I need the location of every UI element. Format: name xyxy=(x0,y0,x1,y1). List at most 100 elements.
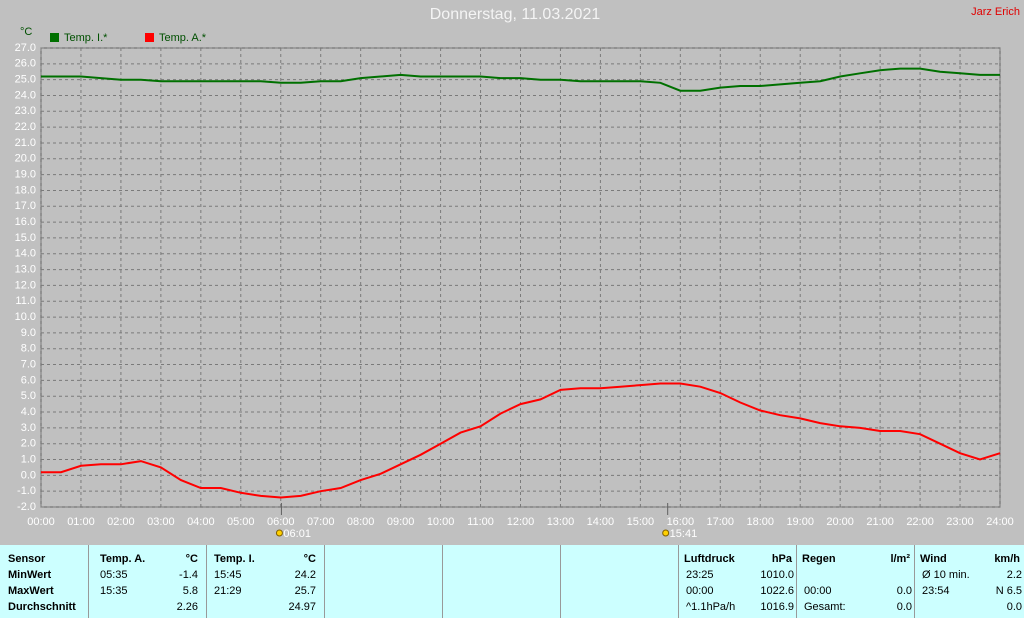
x-tick-label: 14:00 xyxy=(587,516,615,528)
x-tick-label: 15:00 xyxy=(627,516,655,528)
y-tick-label: 19.0 xyxy=(15,169,36,181)
table-cell: ^1.1hPa/h xyxy=(686,601,736,613)
sun-label: 15:41 xyxy=(670,528,698,540)
table-cell: Gesamt: xyxy=(804,601,846,613)
x-tick-label: 12:00 xyxy=(507,516,535,528)
series-line xyxy=(41,67,1000,92)
y-tick-label: 18.0 xyxy=(15,184,36,196)
y-tick-label: 22.0 xyxy=(15,121,36,133)
x-tick-label: 20:00 xyxy=(826,516,854,528)
y-tick-label: 4.0 xyxy=(21,406,36,418)
table-header: Temp. I. xyxy=(214,553,255,565)
y-tick-label: 14.0 xyxy=(15,248,36,260)
column-divider xyxy=(324,545,325,618)
column-divider xyxy=(560,545,561,618)
author: Jarz Erich xyxy=(971,6,1020,18)
table-cell: 15:45 xyxy=(214,569,242,581)
table-cell: 25.7 xyxy=(294,585,316,597)
table-cell: Ø 10 min. xyxy=(922,569,970,581)
x-tick-label: 01:00 xyxy=(67,516,95,528)
x-tick-label: 13:00 xyxy=(547,516,575,528)
y-tick-label: 6.0 xyxy=(21,374,36,386)
column-divider xyxy=(914,545,915,618)
y-tick-label: 20.0 xyxy=(15,153,36,165)
y-tick-label: 10.0 xyxy=(15,311,36,323)
x-tick-label: 17:00 xyxy=(707,516,735,528)
column-divider xyxy=(796,545,797,618)
table-header: Sensor xyxy=(8,553,46,565)
table-header: Wind xyxy=(920,553,947,565)
column-divider xyxy=(442,545,443,618)
legend-label: Temp. A.* xyxy=(159,32,207,44)
table-header: km/h xyxy=(994,553,1020,565)
y-tick-label: -1.0 xyxy=(17,485,36,497)
table-header: Temp. A. xyxy=(100,553,146,565)
table-cell: 15:35 xyxy=(100,585,128,597)
y-tick-label: 9.0 xyxy=(21,327,36,339)
x-tick-label: 19:00 xyxy=(786,516,814,528)
table-cell: 0.0 xyxy=(896,585,912,597)
y-tick-label: 24.0 xyxy=(15,89,36,101)
y-tick-label: 1.0 xyxy=(21,453,36,465)
y-tick-label: 13.0 xyxy=(15,263,36,275)
summary-table: Sensor Temp. A. °C Temp. I. °C MinWert 05:35 -1… xyxy=(0,545,1024,618)
table-cell: 23:25 xyxy=(686,569,714,581)
table-cell: 0.0 xyxy=(1006,601,1022,613)
sun-label: 06:01 xyxy=(283,528,311,540)
table-header: hPa xyxy=(771,553,792,565)
x-tick-label: 11:00 xyxy=(467,516,494,528)
table-cell: -1.4 xyxy=(179,569,198,581)
table-cell: 05:35 xyxy=(100,569,128,581)
table-header: l/m² xyxy=(890,553,910,565)
x-tick-label: 08:00 xyxy=(347,516,375,528)
column-divider xyxy=(206,545,207,618)
x-tick-label: 07:00 xyxy=(307,516,335,528)
x-tick-label: 09:00 xyxy=(387,516,415,528)
y-tick-label: 5.0 xyxy=(21,390,36,402)
column-divider xyxy=(678,545,679,618)
sun-icon xyxy=(662,529,670,537)
y-tick-label: 23.0 xyxy=(15,105,36,117)
table-header: °C xyxy=(303,553,316,565)
y-tick-label: -2.0 xyxy=(17,501,36,513)
table-cell: 1016.9 xyxy=(760,601,794,613)
table-cell: N 6.5 xyxy=(995,585,1022,597)
table-cell: 0.0 xyxy=(896,601,912,613)
x-tick-label: 00:00 xyxy=(27,516,55,528)
y-tick-label: 8.0 xyxy=(21,343,36,355)
x-tick-label: 18:00 xyxy=(746,516,774,528)
column-divider xyxy=(88,545,89,618)
chart-title: Donnerstag, 11.03.2021 xyxy=(430,6,601,23)
x-tick-label: 21:00 xyxy=(866,516,894,528)
x-tick-label: 06:00 xyxy=(267,516,295,528)
y-tick-label: 3.0 xyxy=(21,422,36,434)
x-tick-label: 05:00 xyxy=(227,516,255,528)
table-cell: 5.8 xyxy=(182,585,198,597)
x-tick-label: 22:00 xyxy=(906,516,934,528)
y-tick-label: 11.0 xyxy=(15,295,36,307)
legend-swatch xyxy=(50,33,59,42)
table-cell: 1022.6 xyxy=(760,585,794,597)
series-line xyxy=(41,382,1001,499)
legend-label: Temp. I.* xyxy=(64,32,108,44)
x-tick-label: 23:00 xyxy=(946,516,974,528)
table-header: MinWert xyxy=(8,569,52,581)
x-tick-label: 04:00 xyxy=(187,516,215,528)
y-tick-label: 2.0 xyxy=(21,438,36,450)
x-tick-label: 02:00 xyxy=(107,516,135,528)
table-header: Regen xyxy=(802,553,836,565)
table-header: °C xyxy=(185,553,198,565)
y-unit: °C xyxy=(20,26,32,38)
y-tick-label: 21.0 xyxy=(15,137,36,149)
x-tick-label: 10:00 xyxy=(427,516,455,528)
table-cell: 24.2 xyxy=(294,569,316,581)
table-cell: 1010.0 xyxy=(760,569,794,581)
table-cell: 21:29 xyxy=(214,585,242,597)
y-tick-label: 12.0 xyxy=(15,279,36,291)
x-tick-label: 16:00 xyxy=(667,516,695,528)
table-cell: 2.26 xyxy=(176,601,198,613)
table-header: Luftdruck xyxy=(684,553,735,565)
table-header: Durchschnitt xyxy=(8,601,76,613)
legend-swatch xyxy=(145,33,154,42)
